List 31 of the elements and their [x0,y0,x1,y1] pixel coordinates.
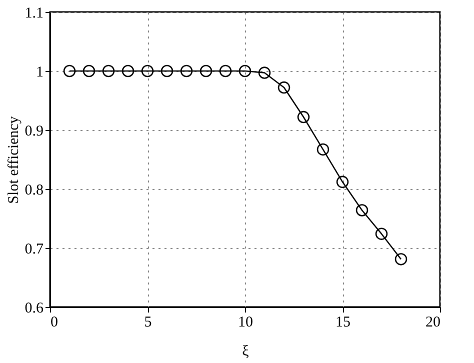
x-tick-label: 5 [144,314,152,330]
point [200,64,212,78]
point [180,64,193,78]
point [278,81,290,94]
point [375,228,388,240]
point [356,204,368,216]
point [238,64,252,78]
point [297,110,310,124]
point [394,253,408,266]
point [141,64,154,78]
point [82,64,96,78]
point [102,64,115,78]
y-tick-label: 0.6 [24,300,44,316]
point [336,176,349,188]
x-axis-title: ξ [242,344,250,360]
y-tick-label: 1.1 [24,6,44,22]
point [160,64,174,78]
y-tick-label: 0.7 [24,242,44,258]
x-tick-label: 10 [238,314,253,330]
y-tick-label: 0.9 [24,124,44,140]
x-tick-label: 20 [426,314,440,330]
point [63,64,76,78]
y-tick-label: 0.8 [24,182,44,198]
point [316,143,330,156]
y-axis-title: Slot efficiency [6,116,22,204]
point [122,64,134,78]
point [219,64,232,78]
point [258,66,271,79]
x-tick-label: 15 [336,314,350,330]
x-tick-label: 0 [50,314,58,330]
y-tick-label: 1 [36,64,44,80]
